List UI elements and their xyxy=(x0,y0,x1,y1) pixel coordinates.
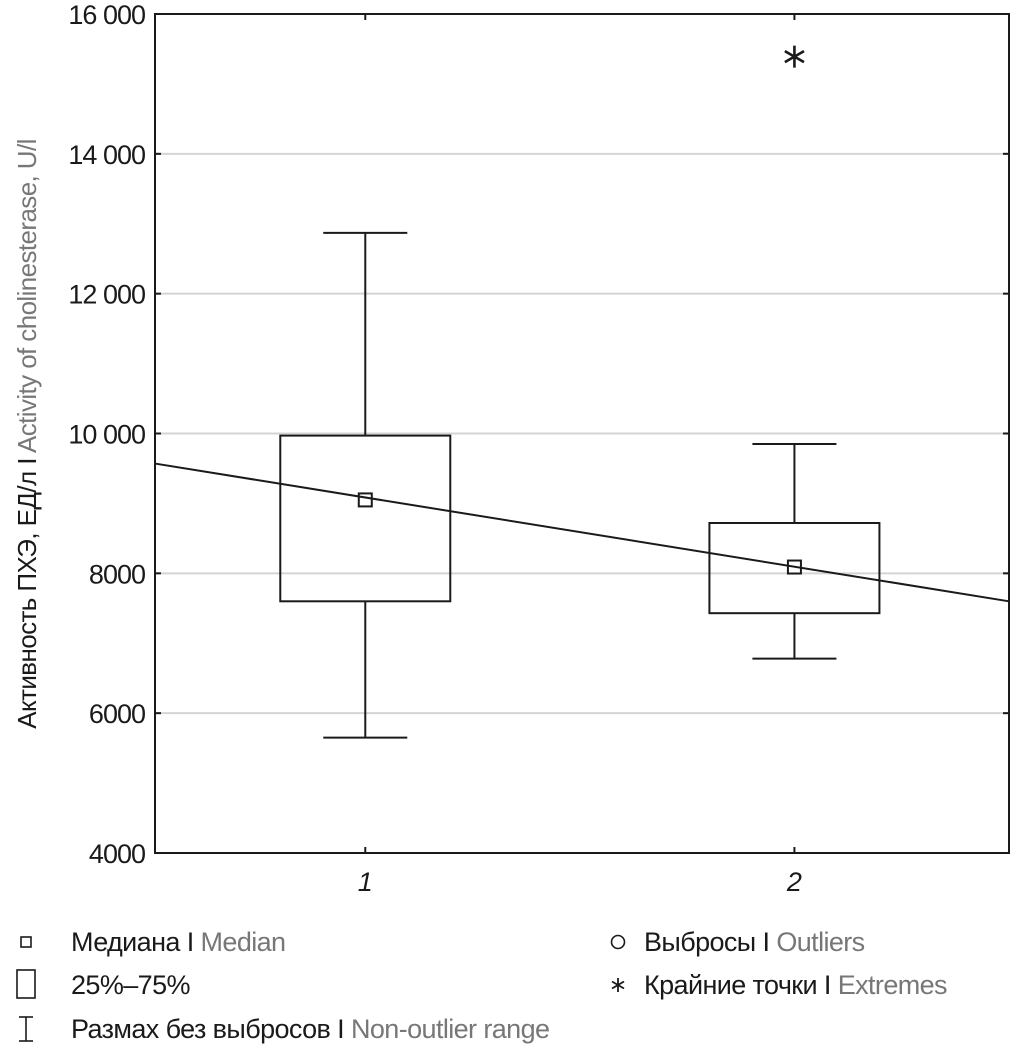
asterisk-icon xyxy=(602,976,634,994)
median-marker xyxy=(786,559,802,575)
y-tick-label: 6000 xyxy=(89,699,145,729)
legend-separator: I xyxy=(186,926,194,957)
x-tick-label: 1 xyxy=(358,867,373,897)
legend-item-box: 25%–75% xyxy=(10,968,191,1002)
trend-line-group xyxy=(154,462,1010,603)
median-marker xyxy=(357,492,373,508)
legend-separator: I xyxy=(762,926,770,957)
legend-label-ru: Выбросы xyxy=(644,926,756,957)
trend-line xyxy=(154,462,1010,603)
legend-separator: I xyxy=(823,969,831,1000)
legend-label-en: Outliers xyxy=(776,926,865,957)
circle-icon xyxy=(602,933,634,951)
gridlines xyxy=(155,152,1009,715)
box-1 xyxy=(279,231,452,739)
y-tick-label: 10 000 xyxy=(68,420,145,450)
y-tick-label: 16 000 xyxy=(68,0,145,30)
iqr-box xyxy=(708,521,881,615)
legend-label-en: Median xyxy=(200,926,287,957)
legend-separator: I xyxy=(337,1013,345,1044)
y-axis-label-en: Activity of cholinesterase, U/l xyxy=(12,139,42,453)
y-axis-ticks: 4000 6000 8000 10 000 12 000 14 000 16 000 xyxy=(68,0,1009,869)
box-icon xyxy=(10,968,42,1002)
legend-item-whisker: Размах без выбросов I Non-outlier range xyxy=(10,1012,550,1046)
extreme-stroke xyxy=(784,50,805,64)
x-tick-label: 2 xyxy=(786,867,802,897)
y-tick-label: 8000 xyxy=(89,559,145,589)
whisker-icon xyxy=(10,1014,42,1044)
median-square-icon xyxy=(10,935,42,949)
y-tick-label: 14 000 xyxy=(68,140,145,170)
legend-item-extremes: Крайние точки I Extremes xyxy=(602,968,948,1002)
extreme-point xyxy=(784,45,805,68)
y-axis-label-ru: Активность ПХЭ, ЕД/л xyxy=(12,471,42,728)
legend-label-ru: Крайние точки xyxy=(644,969,818,1000)
y-tick-label: 4000 xyxy=(89,839,145,869)
y-axis-label-separator: I xyxy=(12,458,42,465)
y-tick-label: 12 000 xyxy=(68,280,145,310)
legend-label-ru: Размах без выбросов xyxy=(71,1013,331,1044)
legend-label-ru: 25%–75% xyxy=(71,969,191,1000)
box-2 xyxy=(708,45,881,660)
legend-label-ru: Медиана xyxy=(71,926,180,957)
legend-label-en: Non-outlier range xyxy=(350,1013,550,1044)
plot-frame xyxy=(154,13,1010,854)
y-axis-label: Активность ПХЭ, ЕД/л I Activity of choli… xyxy=(12,139,42,729)
legend-item-median: Медиана I Median xyxy=(10,925,287,959)
iqr-box xyxy=(279,434,452,603)
legend-label-en: Extremes xyxy=(837,969,948,1000)
boxes xyxy=(279,45,881,739)
legend-item-outliers: Выбросы I Outliers xyxy=(602,925,865,959)
